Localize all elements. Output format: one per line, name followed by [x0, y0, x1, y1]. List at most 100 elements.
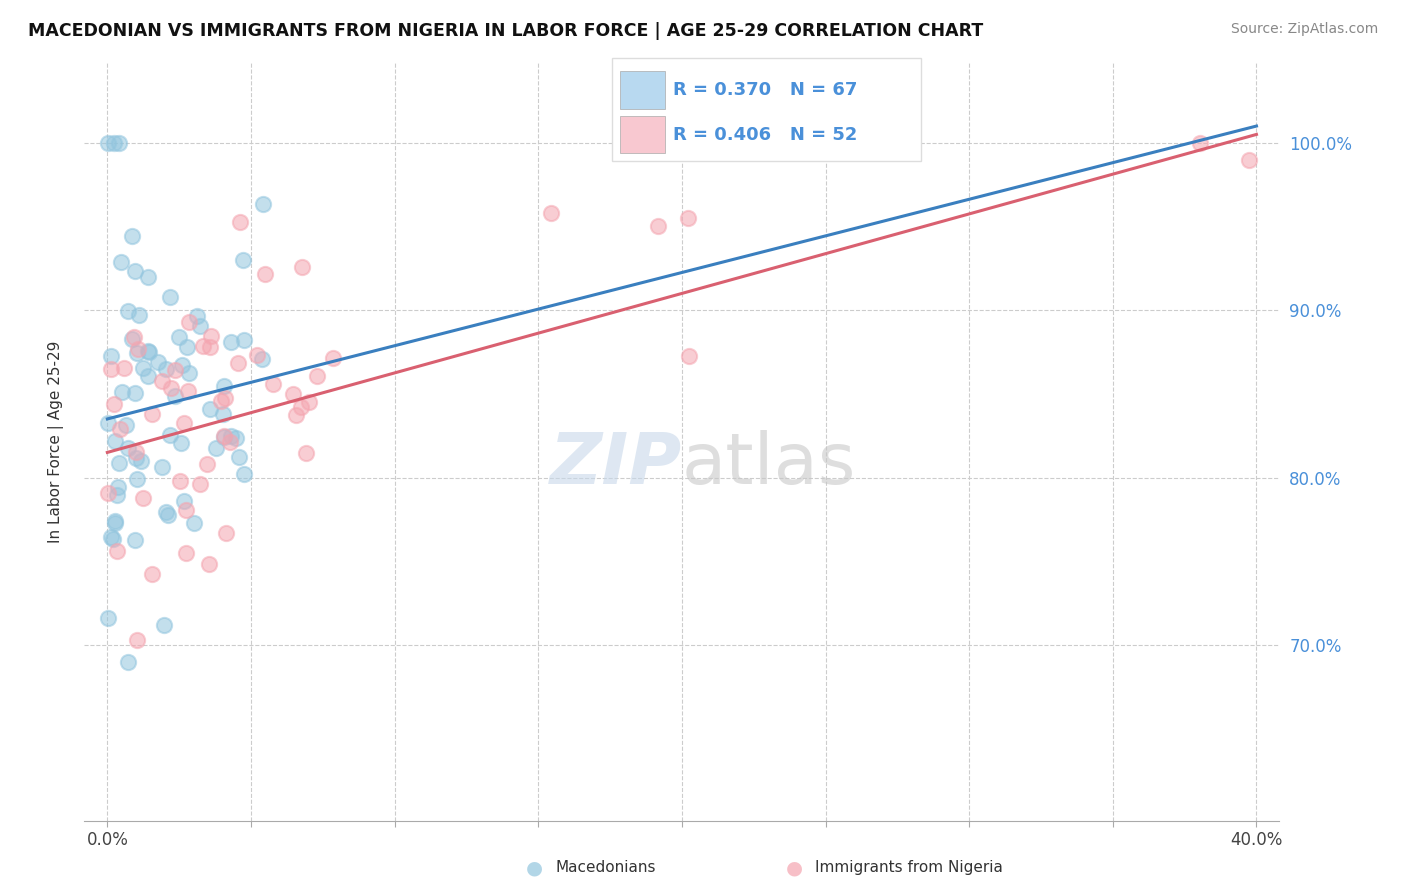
Point: [121, 229, 143, 244]
Point: [103, 397, 125, 411]
Point: [218, 434, 240, 449]
Point: [159, 428, 181, 442]
Point: [157, 508, 180, 523]
Point: [105, 543, 128, 558]
Point: [127, 633, 149, 648]
Point: [252, 196, 274, 211]
Point: [148, 354, 170, 368]
Point: [246, 348, 269, 362]
Point: [108, 422, 131, 436]
Point: [176, 340, 198, 354]
Point: [97, 416, 120, 430]
Text: ●: ●: [526, 858, 543, 878]
Point: [200, 402, 222, 417]
Point: [121, 332, 143, 346]
Point: [540, 206, 562, 220]
Point: [152, 374, 174, 388]
Point: [169, 474, 191, 488]
Text: R = 0.370   N = 67: R = 0.370 N = 67: [673, 81, 858, 99]
Point: [228, 215, 250, 229]
Point: [172, 358, 194, 372]
Point: [214, 392, 236, 406]
Point: [647, 219, 669, 233]
Point: [117, 655, 139, 669]
Point: [290, 401, 312, 415]
Point: [183, 516, 205, 530]
Point: [177, 384, 200, 398]
Point: [198, 339, 221, 353]
Point: [124, 264, 146, 278]
Point: [112, 361, 135, 376]
Point: [100, 530, 122, 544]
Point: [188, 318, 211, 333]
Point: [127, 346, 149, 360]
Point: [204, 441, 226, 455]
Point: [250, 352, 273, 367]
Point: [173, 416, 195, 430]
Point: [195, 457, 218, 471]
Point: [103, 516, 125, 531]
Point: [101, 533, 124, 547]
Point: [132, 361, 155, 376]
Point: [281, 386, 304, 401]
Point: [284, 408, 307, 422]
Text: Source: ZipAtlas.com: Source: ZipAtlas.com: [1230, 22, 1378, 37]
Point: [159, 290, 181, 304]
Point: [155, 362, 177, 376]
Point: [200, 329, 222, 343]
Point: [141, 567, 163, 582]
Point: [127, 342, 149, 356]
Point: [97, 611, 120, 625]
Point: [297, 395, 319, 409]
Point: [155, 505, 177, 519]
Point: [291, 260, 314, 275]
Point: [103, 514, 125, 528]
Text: R = 0.406   N = 52: R = 0.406 N = 52: [673, 126, 858, 144]
Point: [128, 308, 150, 322]
Point: [173, 494, 195, 508]
Point: [179, 366, 201, 380]
Point: [100, 349, 122, 363]
Point: [153, 618, 176, 632]
Point: [124, 330, 146, 344]
Text: Macedonians: Macedonians: [555, 861, 655, 875]
Point: [160, 381, 183, 395]
Point: [150, 459, 173, 474]
Point: [188, 477, 211, 491]
Point: [232, 467, 254, 482]
Point: [136, 269, 159, 284]
Text: atlas: atlas: [682, 430, 856, 499]
Point: [212, 379, 235, 393]
Point: [219, 429, 242, 443]
Point: [114, 418, 136, 433]
Point: [124, 533, 146, 547]
Point: [129, 454, 152, 468]
Point: [212, 430, 235, 444]
Point: [228, 450, 250, 464]
Point: [678, 349, 700, 363]
Point: [104, 434, 127, 448]
Point: [108, 456, 131, 470]
Point: [165, 389, 187, 403]
Point: [132, 491, 155, 506]
Point: [228, 356, 250, 370]
Point: [174, 546, 197, 560]
Point: [215, 526, 238, 541]
Point: [253, 268, 276, 282]
Point: [100, 362, 122, 376]
Point: [676, 211, 699, 225]
Point: [219, 335, 242, 350]
Point: [111, 384, 134, 399]
Text: Immigrants from Nigeria: Immigrants from Nigeria: [815, 861, 1004, 875]
Point: [124, 386, 146, 401]
Y-axis label: In Labor Force | Age 25-29: In Labor Force | Age 25-29: [48, 341, 63, 542]
Text: MACEDONIAN VS IMMIGRANTS FROM NIGERIA IN LABOR FORCE | AGE 25-29 CORRELATION CHA: MACEDONIAN VS IMMIGRANTS FROM NIGERIA IN…: [28, 22, 983, 40]
Point: [294, 446, 316, 460]
Point: [174, 503, 197, 517]
Point: [138, 345, 160, 359]
Point: [103, 136, 125, 150]
Point: [209, 394, 232, 409]
Point: [117, 441, 139, 455]
Point: [141, 407, 163, 421]
Point: [307, 368, 329, 383]
